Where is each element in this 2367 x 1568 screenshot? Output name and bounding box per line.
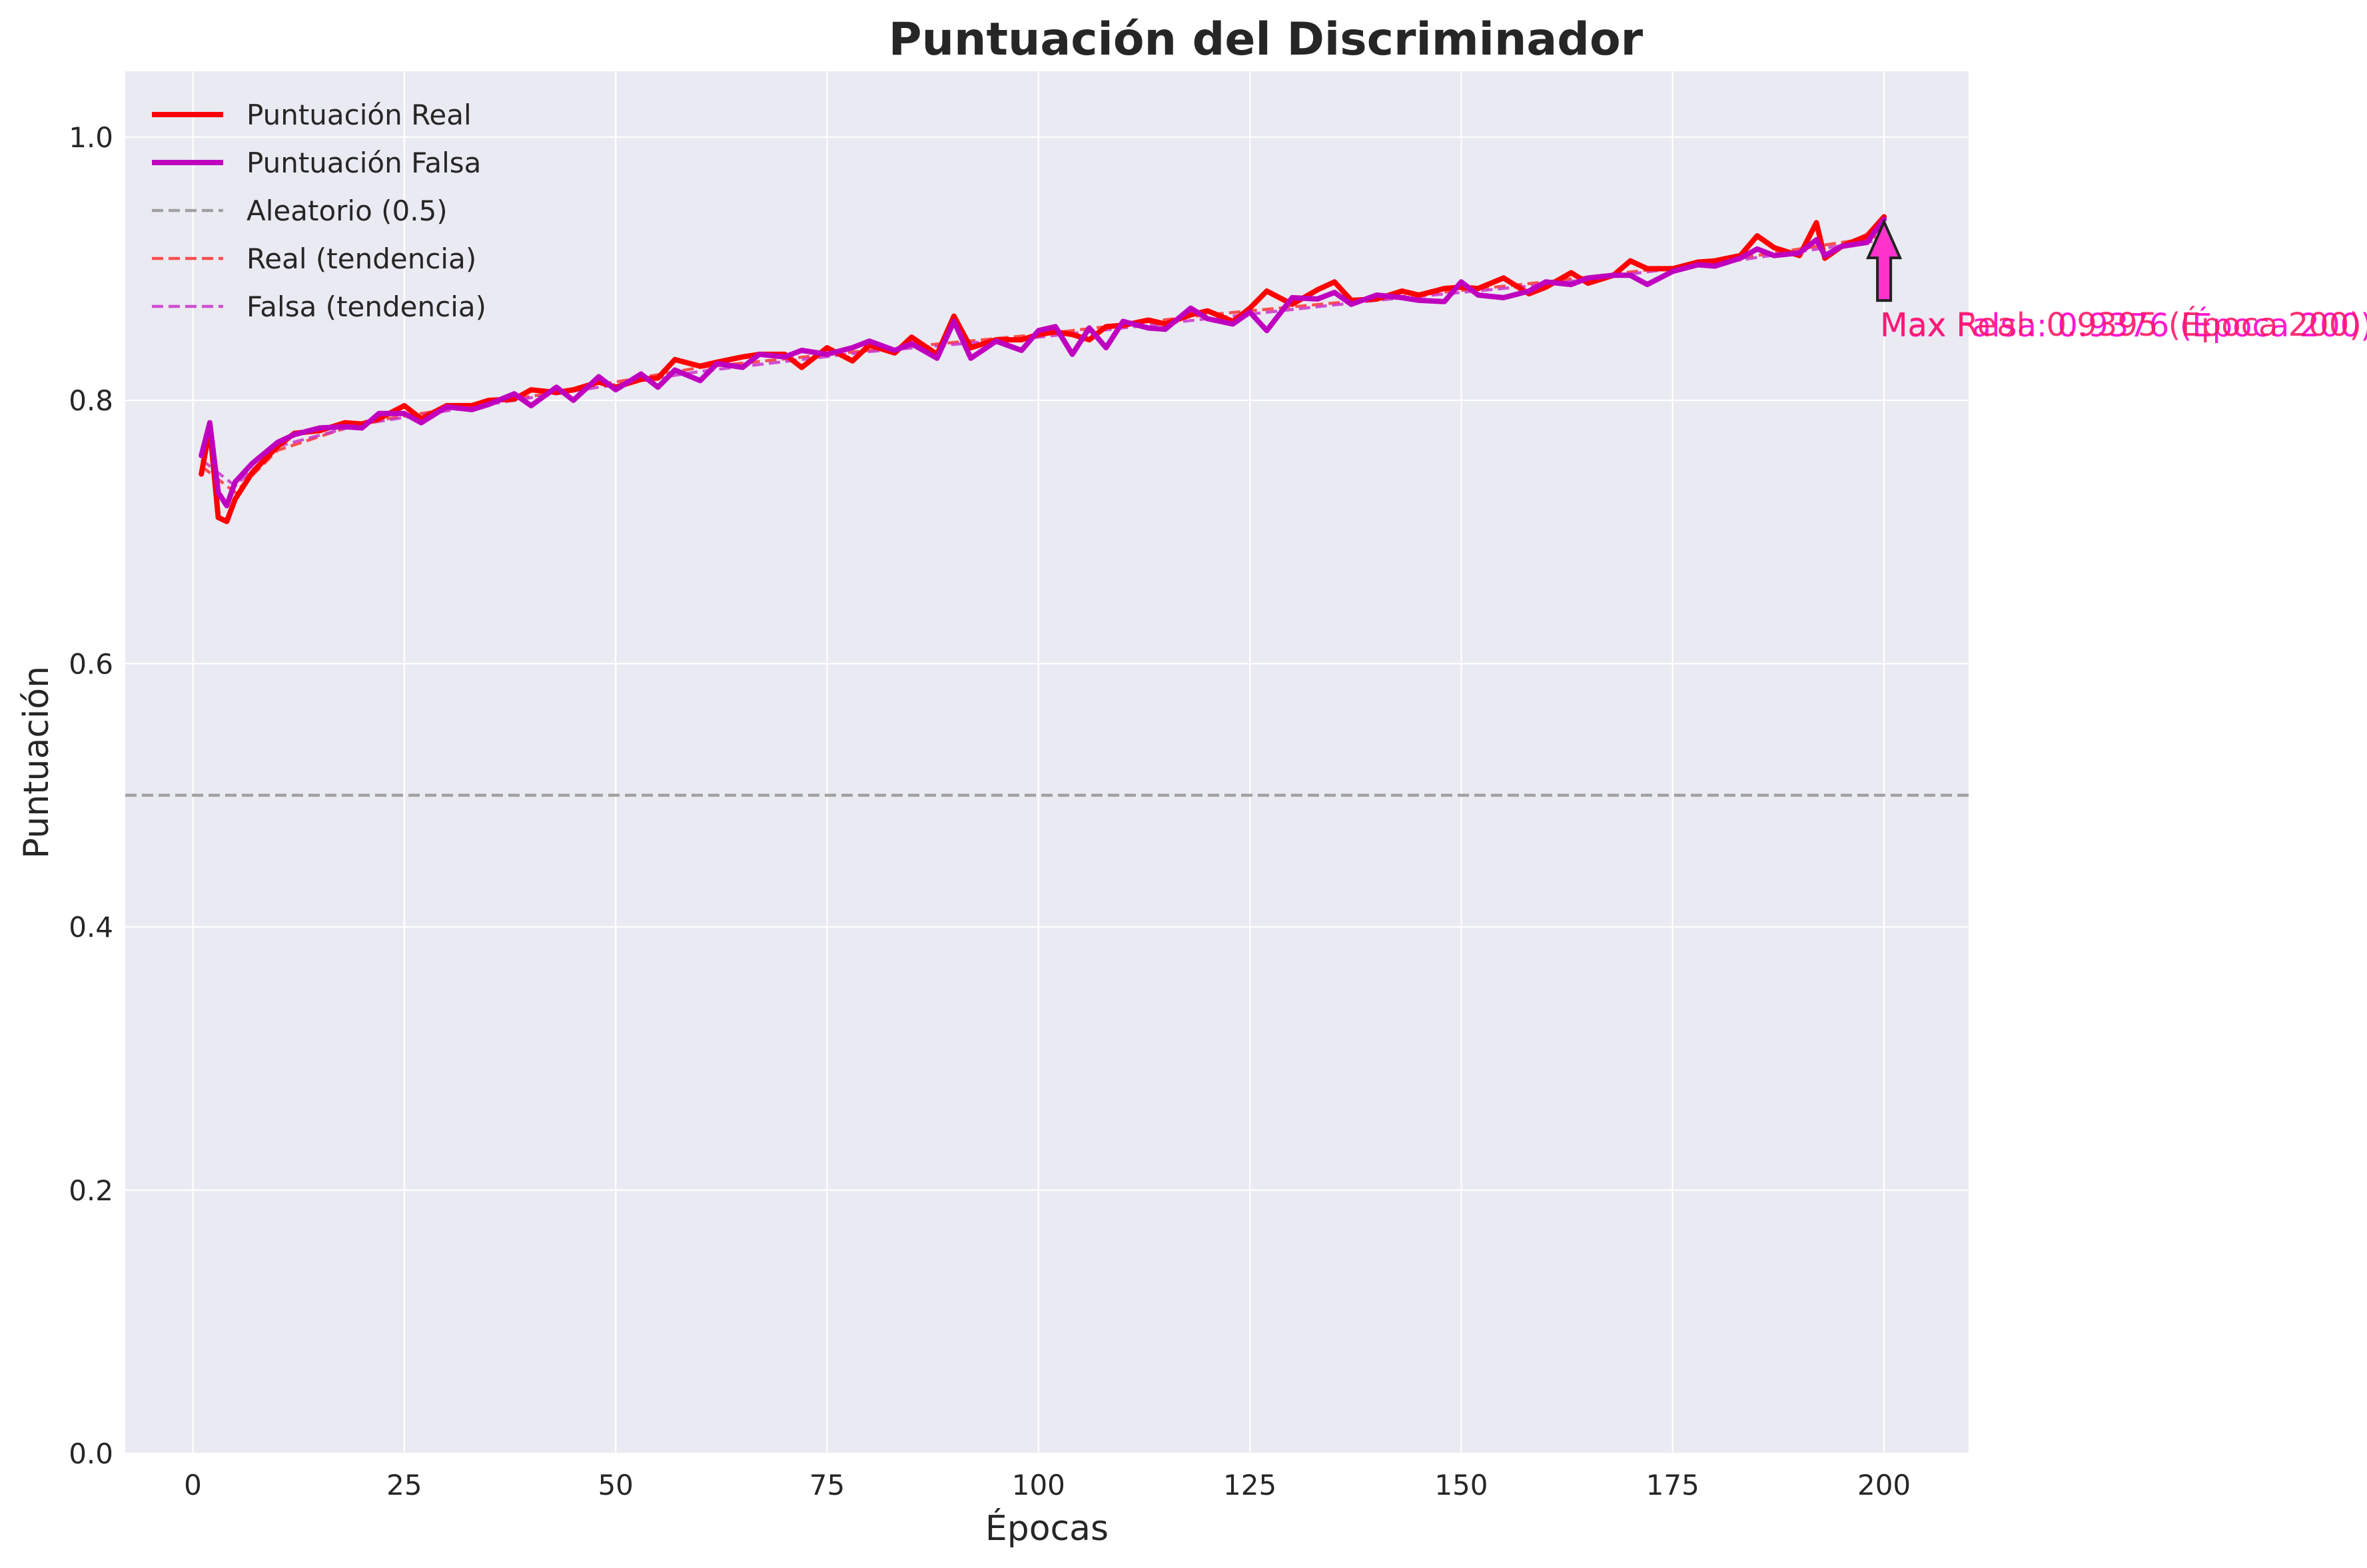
legend: Puntuación Real Puntuación Falsa Aleatorio… xyxy=(152,99,486,323)
y-tick-label: 0.0 xyxy=(69,1437,113,1470)
series-layer xyxy=(125,214,1969,797)
grid-lines xyxy=(125,71,1969,1455)
legend-label-real: Puntuación Real xyxy=(246,99,472,131)
max-annotation-label: Max Falsa: 0.9376 (Época 200) xyxy=(1880,306,2367,344)
y-axis-label: Puntuación xyxy=(17,666,57,859)
legend-label-fake-trend: Falsa (tendencia) xyxy=(246,290,486,323)
y-tick-label: 0.8 xyxy=(69,384,113,417)
y-axis-ticks: 0.0 0.2 0.4 0.6 0.8 1.0 xyxy=(69,121,113,1470)
max-arrow-icon xyxy=(1866,218,1903,302)
chart-title: Puntuación del Discriminador xyxy=(889,13,1644,66)
x-tick-label: 25 xyxy=(386,1469,422,1501)
x-tick-label: 100 xyxy=(1012,1469,1065,1501)
x-tick-label: 200 xyxy=(1857,1469,1911,1501)
annotation-layer: Max Falsa: 0.9376 (Época 200)Max Real: 0… xyxy=(1866,218,2367,344)
plot-area xyxy=(125,71,1969,1453)
x-tick-label: 175 xyxy=(1646,1469,1699,1501)
x-tick-label: 75 xyxy=(809,1469,845,1501)
x-tick-label: 150 xyxy=(1434,1469,1488,1501)
legend-label-fake: Puntuación Falsa xyxy=(246,147,481,179)
x-tick-label: 125 xyxy=(1223,1469,1276,1501)
legend-label-random: Aleatorio (0.5) xyxy=(246,195,448,227)
max-annotation-label: Max Real: 0.9395 (Época 200) xyxy=(1880,306,2362,344)
y-tick-label: 0.4 xyxy=(69,911,113,944)
y-tick-label: 0.6 xyxy=(69,647,113,680)
y-tick-label: 0.2 xyxy=(69,1174,113,1207)
x-axis-ticks: 0 25 50 75 100 125 150 175 200 xyxy=(184,1469,1911,1501)
x-tick-label: 0 xyxy=(184,1469,202,1501)
x-axis-label: Épocas xyxy=(985,1508,1109,1549)
legend-label-real-trend: Real (tendencia) xyxy=(246,242,476,275)
y-tick-label: 1.0 xyxy=(69,121,113,154)
series-line-fake xyxy=(199,216,1887,509)
x-tick-label: 50 xyxy=(598,1469,633,1501)
